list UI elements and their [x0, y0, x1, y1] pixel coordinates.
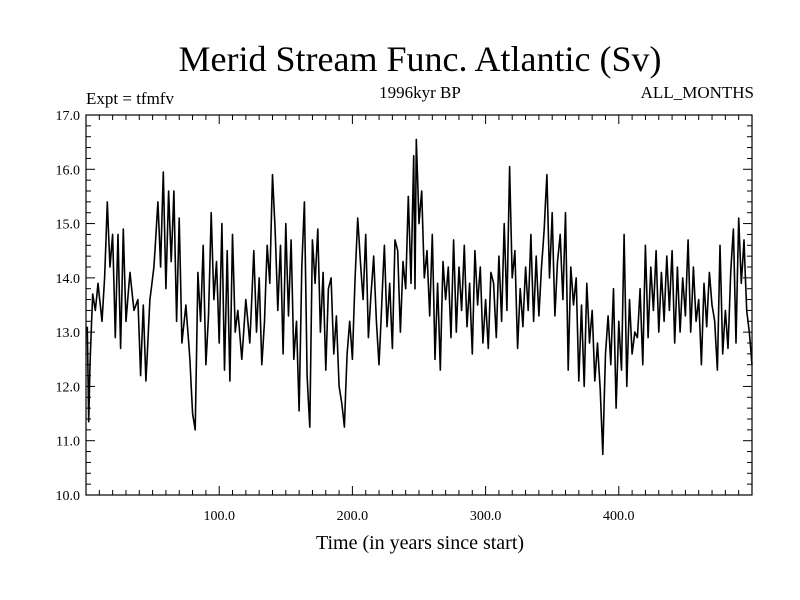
- y-tick-label: 12.0: [56, 380, 81, 395]
- y-tick-label: 17.0: [56, 109, 81, 124]
- y-tick-label: 14.0: [56, 272, 81, 287]
- plot-frame: [85, 114, 753, 496]
- x-tick-labels: 100.0 200.0 300.0 400.0: [203, 509, 634, 524]
- chart-title: Merid Stream Func. Atlantic (Sv): [179, 39, 662, 79]
- months-label: ALL_MONTHS: [641, 83, 754, 102]
- y-tick-label: 11.0: [56, 435, 80, 450]
- period-label: 1996kyr BP: [379, 83, 461, 102]
- data-series-line: [86, 138, 753, 456]
- x-axis-label: Time (in years since start): [316, 532, 524, 554]
- y-tick-labels: 10.0 11.0 12.0 13.0 14.0 15.0 16.0 17.0: [56, 109, 81, 504]
- x-tick-label: 400.0: [603, 509, 635, 524]
- experiment-label: Expt = tfmfv: [86, 89, 174, 108]
- x-tick-label: 100.0: [203, 509, 235, 524]
- y-tick-label: 15.0: [56, 218, 81, 233]
- y-tick-label: 13.0: [56, 326, 81, 341]
- y-tick-label: 16.0: [56, 163, 81, 178]
- x-tick-label: 200.0: [337, 509, 369, 524]
- x-tick-label: 300.0: [470, 509, 502, 524]
- y-tick-label: 10.0: [56, 489, 81, 504]
